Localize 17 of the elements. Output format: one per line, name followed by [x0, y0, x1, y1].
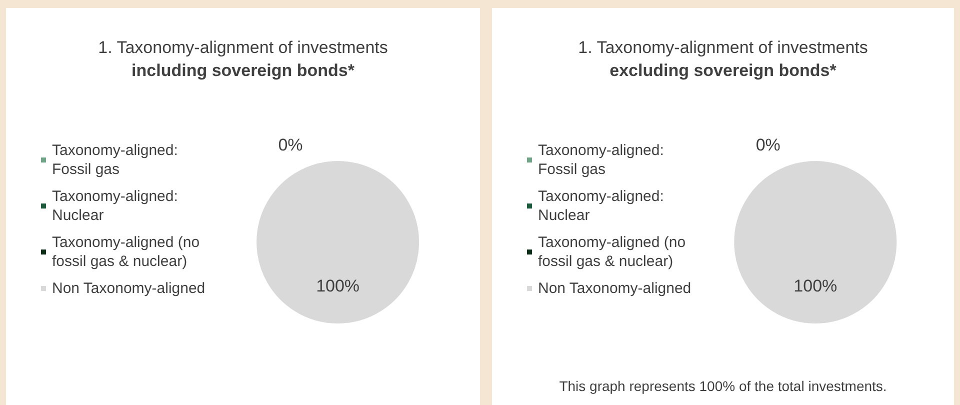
text: This graph represents 100% of the total investments. [559, 378, 887, 394]
data-label: 100% [794, 276, 838, 296]
legend-label: Non Taxonomy-aligned [538, 280, 692, 297]
legend-label: Taxonomy-aligned: Fossil gas [538, 142, 668, 178]
legend-label: Taxonomy-aligned: Nuclear [538, 188, 668, 224]
data-label: 100% [316, 276, 360, 296]
chart-subtitle: excluding sovereign bonds* [610, 61, 837, 80]
legend-label: Non Taxonomy-aligned [52, 280, 206, 297]
chart-title: 1. Taxonomy-alignment of investments [578, 38, 868, 57]
chart-subtitle: including sovereign bonds* [132, 61, 355, 80]
legend-label: Taxonomy-aligned (no fossil gas & nuclear) [538, 234, 690, 270]
chart-title: 1. Taxonomy-alignment of investments [98, 38, 388, 57]
legend-label: Taxonomy-aligned: Nuclear [52, 188, 182, 224]
text: 0% [756, 136, 780, 155]
legend-label: Taxonomy-aligned (no fossil gas & nuclear) [52, 234, 204, 270]
text: 0% [278, 136, 303, 155]
legend-label: Taxonomy-aligned: Fossil gas [52, 142, 182, 178]
